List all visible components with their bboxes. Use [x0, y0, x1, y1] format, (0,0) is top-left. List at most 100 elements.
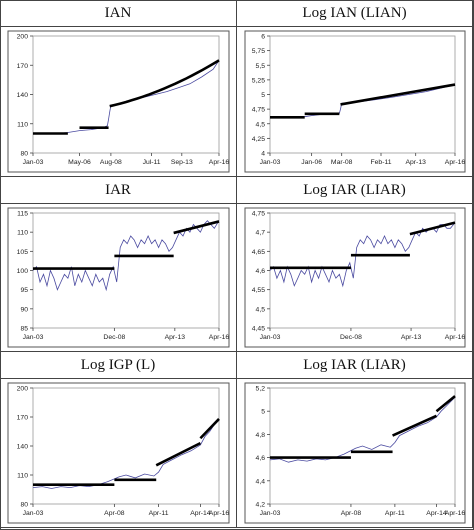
- plot-area: [32, 35, 220, 154]
- plot-area: [269, 387, 456, 505]
- chart-svg: 4 4,25 4,5 4,75 5 5,25 5,5 5,75 6 Jan-03 Jan-06 Mar…: [244, 30, 466, 173]
- y-tick-label: 5: [261, 92, 265, 99]
- plot-frame: [244, 30, 466, 173]
- chart-panel: IAN 80 110 140 170 200 Jan-03 May-06 Aug-08 Jul-1…: [0, 0, 237, 177]
- plot-frame: [7, 382, 230, 524]
- y-tick-label: 4,7: [256, 230, 266, 237]
- x-tick-label: Dec-08: [103, 334, 125, 341]
- x-tick-label: Jan-03: [260, 510, 281, 517]
- chart-panel: Log IAN (LIAN) 4 4,25 4,5 4,75 5 5,25 5,5 5,75 6 J…: [237, 0, 473, 177]
- x-tick-label: Apr-13: [401, 334, 422, 341]
- y-tick-label: 5,25: [252, 77, 265, 84]
- plot-area: [269, 35, 456, 154]
- y-tick-label: 4,5: [256, 121, 266, 128]
- x-tick-label: Apr-16: [209, 159, 230, 166]
- trend-segment: [392, 414, 438, 437]
- series-line: [270, 84, 456, 118]
- x-tick-label: May-06: [68, 159, 91, 166]
- x-tick-label: Apr-08: [104, 510, 125, 517]
- y-tick-label: 4,8: [256, 432, 266, 439]
- y-tick-label: 5,2: [256, 386, 266, 393]
- x-tick-label: Jul-11: [143, 159, 161, 166]
- chart-title: IAN: [0, 0, 236, 27]
- chart-title: Log IAN (LIAN): [237, 0, 472, 27]
- x-tick-label: Jan-03: [23, 510, 44, 517]
- chart-title: Log IAR (LIAR): [237, 352, 472, 379]
- trend-segment: [435, 395, 456, 413]
- plot-frame: [244, 207, 466, 348]
- plot-frame: [244, 382, 466, 524]
- x-tick-label: Apr-16: [445, 334, 466, 341]
- y-tick-label: 140: [17, 444, 29, 451]
- y-tick-label: 4,45: [252, 326, 265, 333]
- x-tick-label: Apr-08: [341, 510, 362, 517]
- y-tick-label: 170: [17, 63, 29, 70]
- x-tick-label: Apr-14: [426, 510, 447, 517]
- y-tick-label: 4,55: [252, 287, 265, 294]
- chart-svg: 85 90 95 100 105 110 115 Jan-03 Dec-08 Apr-13 Apr-…: [7, 207, 230, 348]
- trend-segment: [199, 418, 220, 440]
- x-tick-label: Jan-03: [260, 334, 281, 341]
- y-tick-label: 80: [20, 151, 28, 158]
- trend-segment: [109, 59, 220, 108]
- x-tick-label: Apr-13: [405, 159, 426, 166]
- plot-frame: [7, 207, 230, 348]
- chart-svg: 4,45 4,5 4,55 4,6 4,65 4,7 4,75 Jan-03 Dec-08 Apr…: [244, 207, 466, 348]
- y-tick-label: 100: [17, 268, 29, 275]
- x-tick-label: Apr-11: [149, 510, 169, 517]
- y-tick-label: 4,6: [256, 455, 266, 462]
- x-tick-label: Jan-06: [301, 159, 322, 166]
- x-tick-label: Feb-11: [370, 159, 391, 166]
- trend-segment: [155, 441, 201, 467]
- x-tick-label: Apr-16: [445, 510, 466, 517]
- plot-frame: [7, 30, 230, 173]
- chart-svg: 80 110 140 170 200 Jan-03 May-06 Aug-08 Jul-11 Se…: [7, 30, 230, 173]
- y-tick-label: 110: [17, 473, 28, 480]
- y-tick-label: 4,5: [256, 306, 266, 313]
- trend-segment: [173, 220, 220, 235]
- y-tick-label: 5,75: [252, 48, 265, 55]
- x-tick-label: Jan-03: [23, 159, 44, 166]
- y-tick-label: 4,75: [252, 107, 265, 114]
- chart-title: IAR: [0, 177, 236, 204]
- y-tick-label: 110: [17, 230, 28, 237]
- x-tick-label: Sep-13: [171, 159, 193, 166]
- y-tick-label: 4,6: [256, 268, 266, 275]
- chart-title: Log IAR (LIAR): [237, 177, 472, 204]
- y-tick-label: 115: [17, 211, 28, 218]
- x-tick-label: Dec-08: [340, 334, 362, 341]
- y-tick-label: 4,4: [256, 478, 266, 485]
- x-tick-label: Jan-03: [23, 334, 44, 341]
- y-tick-label: 200: [17, 386, 29, 393]
- x-tick-label: Apr-16: [209, 510, 230, 517]
- series-line: [269, 222, 456, 288]
- y-tick-label: 110: [17, 121, 28, 128]
- series-line: [33, 60, 220, 134]
- x-tick-label: Apr-16: [445, 159, 466, 166]
- trend-segment: [340, 83, 456, 106]
- y-tick-label: 170: [17, 415, 29, 422]
- y-tick-label: 200: [17, 34, 29, 41]
- chart-title: Log IGP (L): [0, 352, 236, 379]
- x-tick-label: Apr-14: [190, 510, 211, 517]
- y-tick-label: 4,2: [256, 502, 266, 509]
- chart-panel: Log IGP (L) 80 110 140 170 200 Jan-03 Apr-08 Apr…: [0, 352, 237, 528]
- y-tick-label: 4,65: [252, 249, 265, 256]
- x-tick-label: Mar-08: [331, 159, 353, 166]
- chart-panel: Log IAR (LIAR) 4,45 4,5 4,55 4,6 4,65 4,7 4,75 J…: [237, 177, 473, 352]
- x-tick-label: Aug-08: [100, 159, 122, 166]
- trend-segment: [409, 221, 456, 236]
- y-tick-label: 140: [17, 92, 29, 99]
- y-tick-label: 85: [20, 326, 28, 333]
- chart-svg: 4,2 4,4 4,6 4,8 5 5,2 Jan-03 Apr-08 Apr-11 Apr-14…: [244, 382, 466, 524]
- y-tick-label: 80: [20, 502, 28, 509]
- y-tick-label: 90: [20, 306, 28, 313]
- chart-panel: Log IAR (LIAR) 4,2 4,4 4,6 4,8 5 5,2 Jan-03 Apr-…: [237, 352, 473, 528]
- y-tick-label: 4,75: [252, 211, 265, 218]
- chart-svg: 80 110 140 170 200 Jan-03 Apr-08 Apr-11 Apr-14Ap…: [7, 382, 230, 524]
- y-tick-label: 5,5: [256, 63, 266, 70]
- x-tick-label: Apr-13: [165, 334, 186, 341]
- y-tick-label: 105: [17, 249, 29, 256]
- x-tick-label: Jan-03: [260, 159, 281, 166]
- x-tick-label: Apr-16: [209, 334, 230, 341]
